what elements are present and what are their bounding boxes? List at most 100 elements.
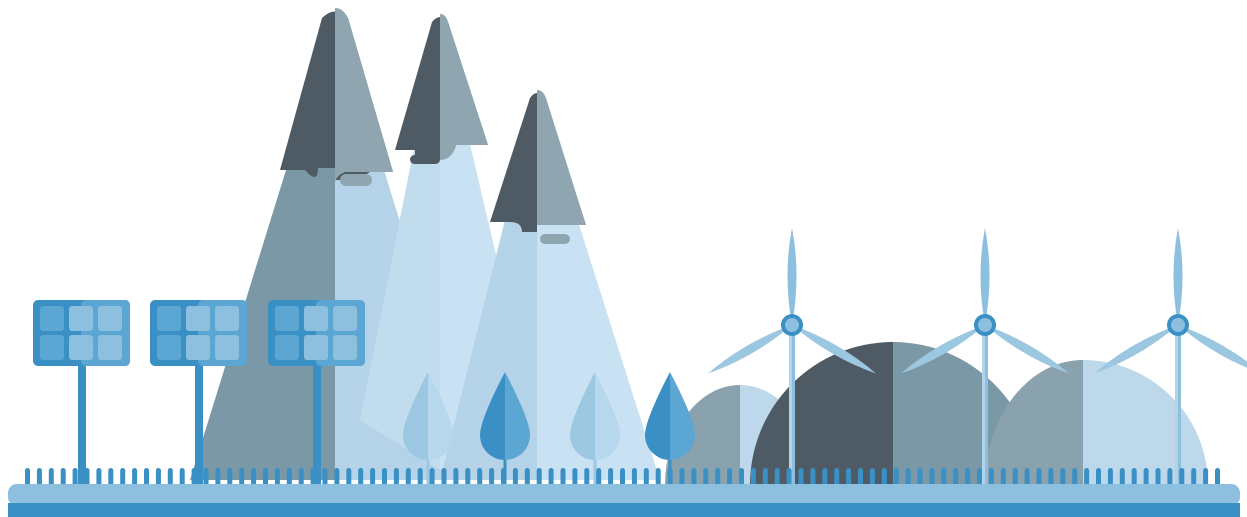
fence-post: [691, 468, 697, 488]
fence-post: [167, 468, 173, 488]
turbine-blade: [980, 228, 990, 325]
panel-pole: [78, 360, 86, 485]
fence-post: [429, 468, 435, 488]
fence-post: [1024, 468, 1030, 488]
tree-leaf: [505, 372, 530, 460]
fence-post: [524, 468, 530, 488]
fence-post: [274, 468, 280, 488]
panel-cell: [333, 335, 357, 360]
fence-post: [1155, 468, 1161, 488]
fence-post: [786, 468, 792, 488]
panel-cell: [333, 306, 357, 331]
hills: [665, 342, 1208, 485]
fence-post: [1119, 468, 1125, 488]
mountain-peak: [335, 8, 393, 182]
fence-post: [715, 468, 721, 488]
tree-leaf: [570, 372, 595, 460]
fence-post: [286, 468, 292, 488]
fence-post: [405, 468, 411, 488]
mountain-peak: [537, 90, 586, 225]
fence-post: [36, 468, 42, 488]
fence-post: [322, 468, 328, 488]
fence-post: [881, 468, 887, 488]
fence-post: [1107, 468, 1113, 488]
fence-post: [810, 468, 816, 488]
panel-cell: [215, 335, 239, 360]
fence-post: [1072, 468, 1078, 488]
fence-post: [536, 468, 542, 488]
fence-post: [96, 468, 102, 488]
fence-post: [501, 468, 506, 488]
fence-post: [120, 468, 126, 488]
turbine-blade: [1178, 325, 1247, 374]
fence-post: [1131, 468, 1137, 488]
fence-post: [132, 468, 138, 488]
fence-post: [1179, 468, 1185, 488]
hill: [665, 385, 740, 485]
fence-post: [798, 468, 804, 488]
fence-post: [929, 468, 935, 488]
fence-post: [298, 468, 304, 488]
panel-cell: [304, 335, 328, 360]
fence-post: [1060, 468, 1066, 488]
fence-post: [739, 468, 744, 488]
panel-pole: [195, 360, 203, 485]
fence-post: [370, 468, 376, 488]
fence-post: [762, 468, 768, 488]
tree-leaf: [595, 372, 620, 460]
cloud: [340, 174, 372, 186]
fence-post: [1143, 468, 1149, 488]
fence-post: [608, 468, 614, 488]
fence-post: [72, 468, 78, 488]
turbine-blade: [791, 325, 877, 374]
panel-cell: [98, 306, 122, 331]
fence-post: [84, 468, 90, 488]
mountain-peak: [440, 14, 488, 160]
tree-leaf: [645, 372, 670, 460]
fence-post: [512, 468, 518, 488]
solar-panels: [33, 300, 365, 485]
panel-cell: [69, 306, 93, 331]
fence-post: [1203, 468, 1209, 488]
fence-post: [358, 468, 364, 488]
fence-post: [953, 468, 959, 488]
fence-post: [1096, 468, 1101, 488]
panel-cell: [304, 306, 328, 331]
fence-post: [25, 468, 30, 488]
fence-post: [417, 468, 423, 488]
fence-post: [465, 468, 471, 488]
fence-post: [869, 468, 875, 488]
fence-post: [917, 468, 923, 488]
fence-post: [453, 468, 459, 488]
fence-post: [191, 468, 197, 488]
turbine-hub: [785, 318, 799, 332]
fence-post: [750, 468, 756, 488]
fence-post: [227, 468, 233, 488]
fence-post: [48, 468, 54, 488]
fence-post: [346, 468, 352, 488]
fence-post: [774, 468, 780, 488]
turbine-hub: [1171, 318, 1185, 332]
fence-post: [977, 468, 982, 488]
fence-post: [679, 468, 685, 488]
fence-post: [1167, 468, 1173, 488]
fence-post: [893, 468, 899, 488]
panel-cell: [157, 335, 181, 360]
ground: [8, 484, 1240, 506]
tree-trunk: [593, 440, 597, 485]
turbine-tower: [1178, 325, 1181, 485]
fence-post: [441, 468, 447, 488]
tree-leaf: [480, 372, 505, 460]
fence-post: [1048, 468, 1054, 488]
panel-cell: [40, 306, 64, 331]
turbine-blade: [707, 325, 792, 374]
fence-post: [572, 468, 578, 488]
trees: [403, 372, 695, 485]
turbine-blade: [787, 228, 797, 325]
panel-cell: [40, 335, 64, 360]
fence-post: [334, 468, 340, 488]
fence-post: [1084, 468, 1090, 488]
fence-post: [239, 468, 245, 488]
fence-post: [155, 468, 161, 488]
fence-post: [60, 468, 66, 488]
